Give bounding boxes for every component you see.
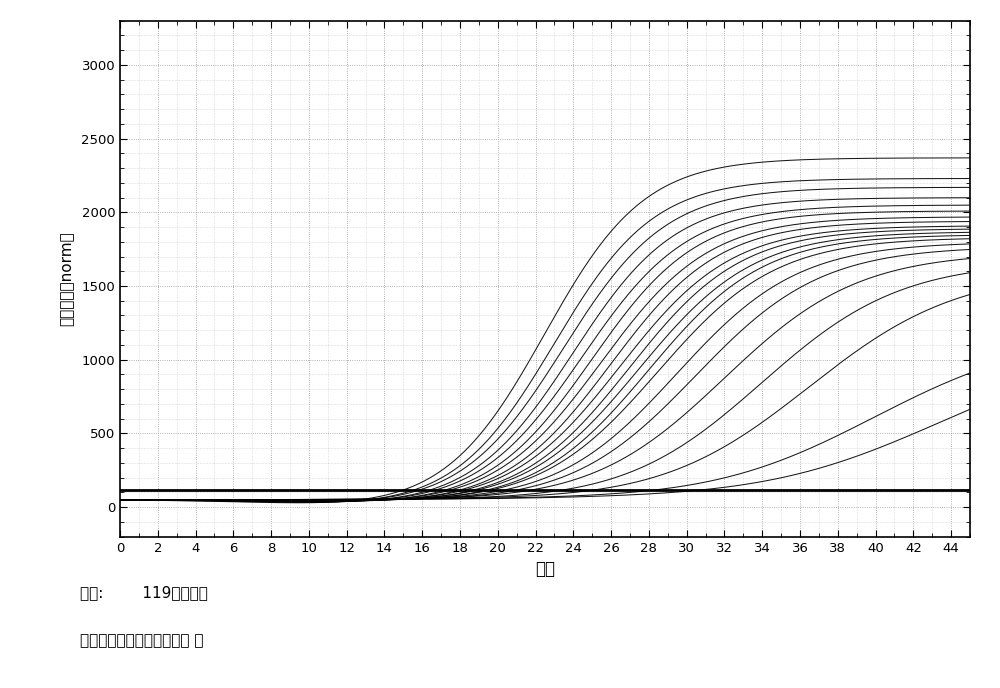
Y-axis label: 荧光强度（norm）: 荧光强度（norm） <box>59 231 74 326</box>
Text: 基线设定：自动，漂移校正 关: 基线设定：自动，漂移校正 关 <box>80 633 204 648</box>
X-axis label: 循环: 循环 <box>535 560 555 578</box>
Text: 阈値:        119（噪带）: 阈値: 119（噪带） <box>80 585 208 600</box>
